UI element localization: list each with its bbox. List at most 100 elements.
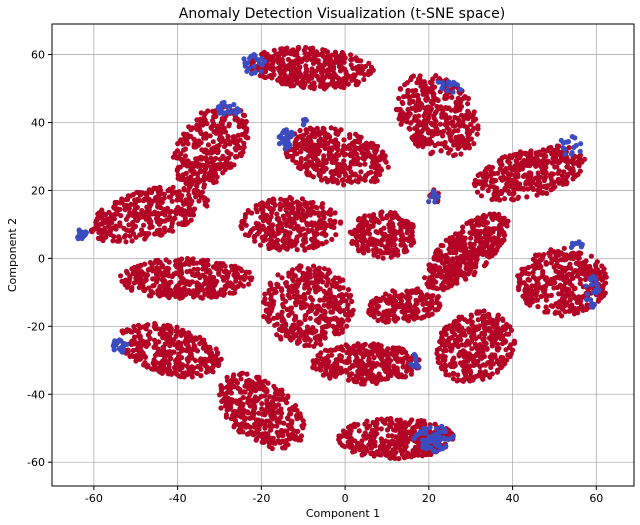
normal-point (331, 70, 337, 76)
normal-point (200, 132, 207, 138)
normal-point (469, 335, 476, 341)
normal-point (224, 271, 230, 277)
normal-point (421, 113, 427, 119)
normal-point (155, 201, 161, 207)
normal-point (284, 45, 290, 51)
normal-point (294, 80, 300, 86)
normal-point (349, 311, 355, 317)
normal-point (195, 289, 201, 295)
normal-point (371, 251, 378, 257)
normal-point (323, 84, 329, 90)
normal-point (552, 280, 558, 286)
normal-point (302, 75, 308, 81)
normal-point (535, 160, 541, 167)
normal-point (106, 209, 112, 215)
normal-point (547, 172, 553, 179)
normal-point (568, 265, 574, 271)
normal-point (414, 309, 421, 315)
normal-point (412, 125, 418, 131)
normal-point (311, 241, 317, 247)
normal-point (190, 271, 196, 277)
normal-point (538, 174, 544, 180)
normal-point (326, 155, 332, 161)
normal-point (310, 174, 316, 180)
normal-point (542, 309, 548, 315)
normal-point (369, 217, 375, 223)
normal-point (306, 153, 312, 159)
normal-point (367, 310, 373, 317)
normal-point (430, 277, 436, 283)
normal-point (471, 357, 477, 363)
normal-point (407, 307, 413, 313)
normal-point (270, 65, 276, 71)
normal-point (238, 223, 244, 229)
normal-point (294, 295, 300, 301)
normal-point (459, 272, 465, 278)
normal-point (555, 170, 561, 176)
normal-point (279, 323, 285, 330)
normal-point (348, 169, 354, 175)
normal-point (299, 211, 305, 217)
normal-point (553, 155, 559, 161)
normal-point (488, 173, 494, 179)
normal-point (408, 242, 414, 248)
normal-point (434, 103, 440, 110)
normal-point (277, 75, 283, 81)
normal-point (326, 151, 332, 157)
normal-point (174, 155, 180, 161)
normal-point (235, 132, 241, 138)
normal-point (169, 220, 175, 226)
normal-point (243, 222, 249, 228)
normal-point (283, 65, 289, 71)
normal-point (401, 315, 407, 321)
normal-point (562, 157, 568, 163)
normal-point (307, 74, 313, 80)
normal-point (437, 360, 443, 366)
normal-point (443, 118, 450, 124)
normal-point (304, 169, 310, 175)
normal-point (405, 89, 411, 95)
normal-point (434, 96, 440, 102)
normal-point (412, 93, 418, 99)
normal-point (472, 341, 478, 347)
normal-point (355, 80, 361, 86)
normal-point (187, 162, 193, 168)
normal-point (256, 229, 262, 235)
normal-point (290, 277, 296, 284)
normal-point (462, 145, 468, 151)
normal-point (393, 212, 400, 218)
normal-point (543, 304, 549, 310)
normal-point (407, 294, 413, 300)
normal-point (356, 174, 362, 180)
normal-point (204, 203, 210, 209)
normal-point (439, 285, 445, 291)
normal-point (206, 293, 212, 299)
normal-point (480, 362, 486, 368)
normal-point (439, 334, 445, 341)
normal-point (500, 317, 506, 323)
normal-point (204, 120, 210, 127)
normal-point (404, 119, 410, 125)
normal-point (166, 194, 172, 200)
normal-point (173, 270, 179, 276)
normal-point (481, 332, 488, 338)
normal-point (290, 200, 296, 206)
normal-point (166, 227, 172, 233)
normal-point (413, 103, 419, 109)
normal-point (328, 80, 334, 87)
normal-point (494, 315, 501, 321)
normal-point (202, 111, 208, 117)
normal-point (190, 288, 197, 294)
normal-point (373, 295, 379, 301)
normal-point (344, 323, 350, 329)
normal-point (454, 244, 460, 250)
normal-point (444, 272, 450, 278)
normal-point (165, 281, 171, 288)
normal-point (302, 247, 308, 253)
normal-point (470, 251, 476, 257)
normal-point (280, 304, 286, 310)
normal-point (268, 282, 274, 288)
normal-point (280, 228, 286, 234)
normal-point (301, 291, 307, 298)
normal-point (321, 153, 327, 159)
